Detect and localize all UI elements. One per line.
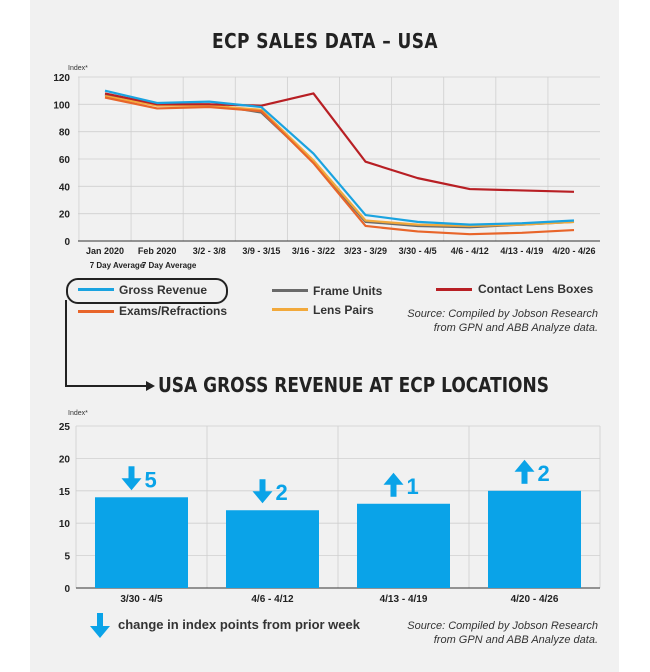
frame-units-legend-line <box>272 289 308 292</box>
source-line-1: Source: Compiled by Jobson Research <box>407 308 598 320</box>
contact-lens-legend-label: Contact Lens Boxes <box>478 282 594 296</box>
down-arrow-legend-icon <box>90 613 110 638</box>
source-note-top: Source: Compiled by Jobson Research from… <box>407 307 598 335</box>
arrow-legend-text: change in index points from prior week <box>118 617 360 632</box>
lens-pairs-legend-label: Lens Pairs <box>313 303 374 317</box>
lens-pairs-legend-line <box>272 308 308 311</box>
exams-legend-line <box>78 310 114 313</box>
contact-lens-legend-line <box>436 288 472 291</box>
line-chart-title: ECP SALES DATA – USA <box>212 29 438 53</box>
bar-chart-title: USA GROSS REVENUE AT ECP LOCATIONS <box>158 373 549 397</box>
infographic-panel <box>30 0 619 672</box>
gross-revenue-legend-highlight <box>66 278 228 304</box>
source-line-2-bottom: from GPN and ABB Analyze data. <box>433 634 598 646</box>
source-line-1-bottom: Source: Compiled by Jobson Research <box>407 620 598 632</box>
gross-revenue-legend-label: Gross Revenue <box>119 283 208 297</box>
frame-units-legend-label: Frame Units <box>313 284 383 298</box>
source-line-2: from GPN and ABB Analyze data. <box>433 322 598 334</box>
gross-revenue-legend-line <box>78 288 114 291</box>
exams-legend-label: Exams/Refractions <box>119 304 228 318</box>
source-note-bottom: Source: Compiled by Jobson Research from… <box>407 619 598 647</box>
